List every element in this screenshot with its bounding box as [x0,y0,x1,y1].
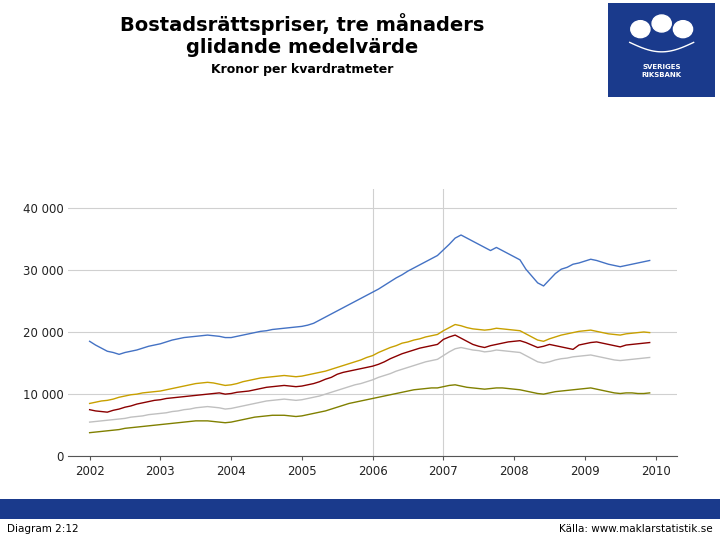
Circle shape [631,21,650,38]
Storstockholm [374,286,383,292]
Riket [374,361,383,368]
Storgöteborg [386,345,395,351]
Storgöteborg [327,366,336,373]
Circle shape [652,15,671,32]
Line: Storgöteborg: Storgöteborg [89,325,649,403]
Riket exklusive storstäder [386,392,395,398]
Riket exklusive storstäder [162,421,171,427]
Text: Diagram 2:12: Diagram 2:12 [7,524,78,534]
Storstockholm [392,275,400,281]
Stormalmö [162,409,171,416]
Riket exklusive storstäder [327,406,336,413]
Storstockholm [456,232,465,238]
Stormalmö [369,376,377,383]
Storgöteborg [645,329,654,336]
Riket [645,339,654,346]
Riket [610,342,618,349]
Circle shape [673,21,693,38]
Riket [103,409,112,415]
Stormalmö [245,401,253,408]
Line: Storstockholm: Storstockholm [89,235,649,354]
Line: Riket exklusive storstäder: Riket exklusive storstäder [89,385,649,433]
Storstockholm [610,262,618,269]
Line: Riket: Riket [89,335,649,412]
Storgöteborg [85,400,94,407]
Riket [85,407,94,413]
Riket exklusive storstäder [85,429,94,436]
Storgöteborg [369,353,377,359]
Stormalmö [386,370,395,377]
Text: Bostadsrättspriser, tre månaders: Bostadsrättspriser, tre månaders [120,14,485,36]
Stormalmö [85,419,94,426]
Storstockholm [333,308,341,314]
Storstockholm [645,257,654,264]
Text: Källa: www.maklarstatistik.se: Källa: www.maklarstatistik.se [559,524,713,534]
Riket exklusive storstäder [245,415,253,422]
Riket [392,353,400,360]
Stormalmö [456,345,465,351]
Storstockholm [114,351,123,357]
Riket exklusive storstäder [604,388,613,395]
Storstockholm [85,338,94,345]
Stormalmö [327,389,336,395]
Storgöteborg [604,330,613,337]
Stormalmö [645,354,654,361]
Riket exklusive storstäder [369,395,377,402]
Riket [451,332,459,339]
Storstockholm [168,337,176,343]
Riket [333,371,341,377]
Storstockholm [251,329,259,336]
Legend: Riket, Storstockholm, Storgöteborg, Stormalmö, Riket exklusive storstäder: Riket, Storstockholm, Storgöteborg, Stor… [120,504,625,523]
Storgöteborg [245,377,253,384]
Line: Stormalmö: Stormalmö [89,348,649,422]
Storgöteborg [162,387,171,393]
Riket exklusive storstäder [451,382,459,388]
Text: Kronor per kvardratmeter: Kronor per kvardratmeter [211,63,394,76]
Riket [168,395,176,401]
Text: glidande medelvärde: glidande medelvärde [186,38,418,57]
Stormalmö [604,355,613,362]
Text: SVERIGES
RIKSBANK: SVERIGES RIKSBANK [642,64,682,78]
Riket [251,387,259,393]
Riket exklusive storstäder [645,390,654,396]
Storgöteborg [451,321,459,328]
